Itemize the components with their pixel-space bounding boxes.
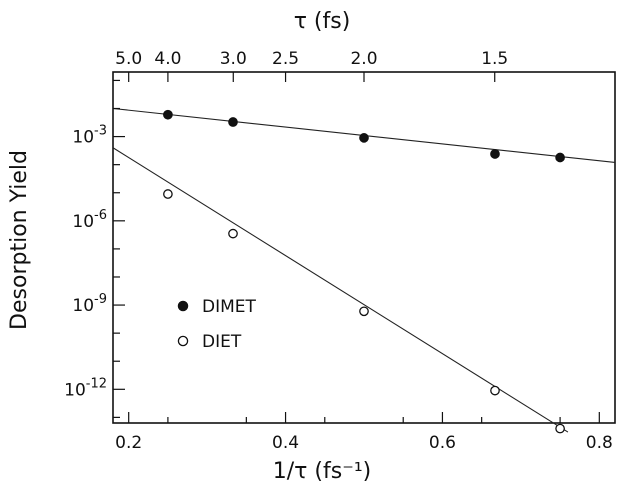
x-axis-label: 1/τ (fs⁻¹) xyxy=(273,459,371,484)
diet-point xyxy=(163,189,173,199)
data-points xyxy=(163,109,565,434)
plot-frame xyxy=(112,71,616,424)
top-tick-label: 4.0 xyxy=(154,49,181,69)
y-tick-label: 10-12 xyxy=(64,376,107,400)
top-axis-label: τ (fs) xyxy=(294,9,351,34)
top-tick-label: 2.5 xyxy=(272,49,299,69)
diet-point xyxy=(555,423,565,434)
dimet-point xyxy=(359,133,369,143)
legend-label: DIET xyxy=(202,332,242,352)
y-tick-label: 10-9 xyxy=(72,292,107,316)
top-tick-label: 3.0 xyxy=(220,49,247,69)
tick-labels: 0.2 0.4 0.6 0.8 5.0 4.0 3.0 2.5 2.0 1.5 10-3 10-6 10… xyxy=(64,49,613,453)
diet-point xyxy=(490,385,500,396)
y-tick-label: 10-3 xyxy=(72,124,107,148)
diet-point xyxy=(359,306,369,317)
fit-lines xyxy=(112,107,616,433)
plot-border xyxy=(112,71,616,424)
axis-ticks xyxy=(113,72,600,423)
top-tick-label: 5.0 xyxy=(115,49,142,69)
dimet-point xyxy=(490,149,500,159)
top-tick-label: 2.0 xyxy=(350,49,377,69)
legend-marker xyxy=(177,335,189,347)
x-tick-label: 0.2 xyxy=(115,433,142,453)
legend: DIMET DIET xyxy=(177,297,257,352)
x-tick-label: 0.4 xyxy=(272,433,299,453)
dimet-point xyxy=(555,152,565,163)
y-tick-label: 10-6 xyxy=(72,208,107,232)
top-tick-label: 1.5 xyxy=(481,49,508,69)
y-axis-label: Desorption Yield xyxy=(7,150,32,330)
x-tick-label: 0.8 xyxy=(586,433,613,453)
diet-point xyxy=(228,228,238,239)
legend-label: DIMET xyxy=(202,297,257,317)
legend-marker xyxy=(177,300,189,312)
x-tick-label: 0.6 xyxy=(429,433,456,453)
dimet-point xyxy=(163,109,173,120)
dimet-point xyxy=(228,117,238,127)
diet-fit-line xyxy=(112,147,569,433)
